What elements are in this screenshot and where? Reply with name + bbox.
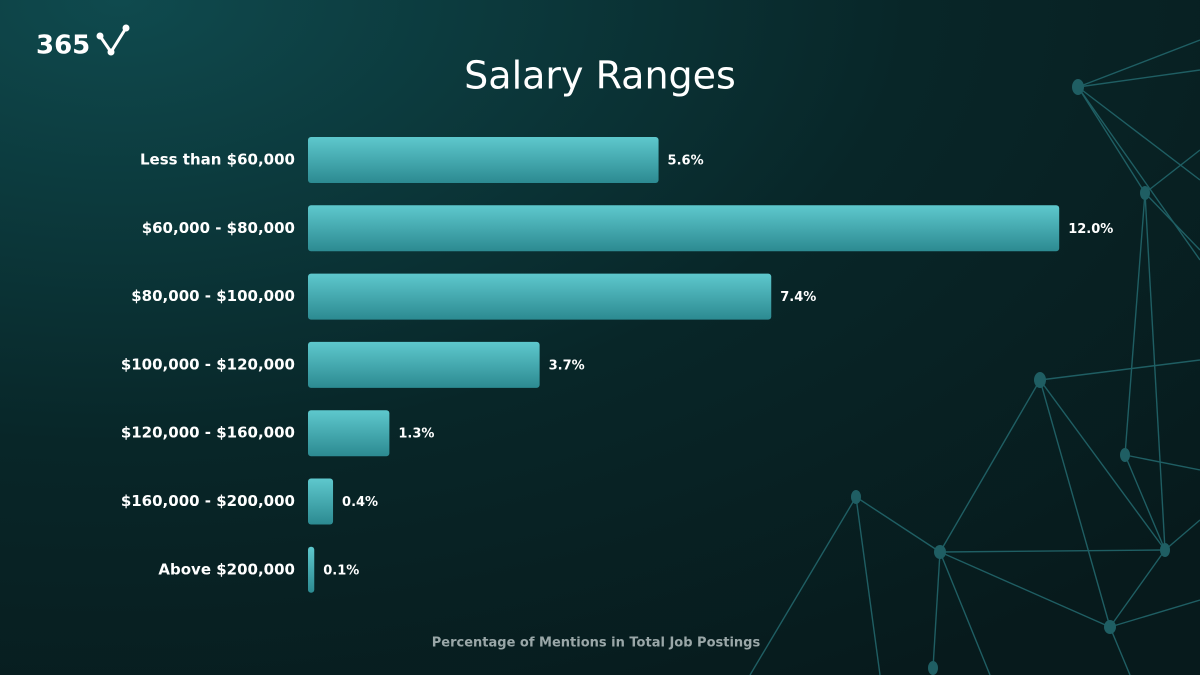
y-tick-label: $120,000 - $160,000 [121, 424, 295, 442]
bar [308, 273, 772, 320]
value-label: 5.6% [668, 154, 704, 169]
bar [308, 546, 315, 593]
bar [308, 410, 390, 457]
bar [308, 205, 1060, 252]
logo: 365 [36, 24, 130, 61]
y-tick-label: $160,000 - $200,000 [121, 492, 295, 510]
logo-text: 365 [36, 31, 90, 61]
network-decoration [749, 39, 1200, 675]
y-tick-label: Less than $60,000 [140, 151, 295, 169]
bar [308, 137, 659, 183]
value-label: 7.4% [780, 290, 816, 305]
x-axis-label: Percentage of Mentions in Total Job Post… [432, 636, 761, 651]
y-tick-label: Above $200,000 [158, 560, 295, 578]
chart-title: Salary Ranges [464, 54, 736, 98]
value-label: 12.0% [1068, 222, 1113, 237]
value-label: 1.3% [398, 427, 434, 442]
value-label: 0.1% [323, 563, 359, 578]
value-label: 3.7% [549, 358, 585, 373]
y-tick-label: $80,000 - $100,000 [131, 287, 295, 305]
bar [308, 478, 334, 525]
value-label: 0.4% [342, 495, 378, 510]
bar [308, 341, 540, 388]
y-tick-label: $60,000 - $80,000 [142, 219, 295, 237]
y-tick-label: $100,000 - $120,000 [121, 355, 295, 373]
